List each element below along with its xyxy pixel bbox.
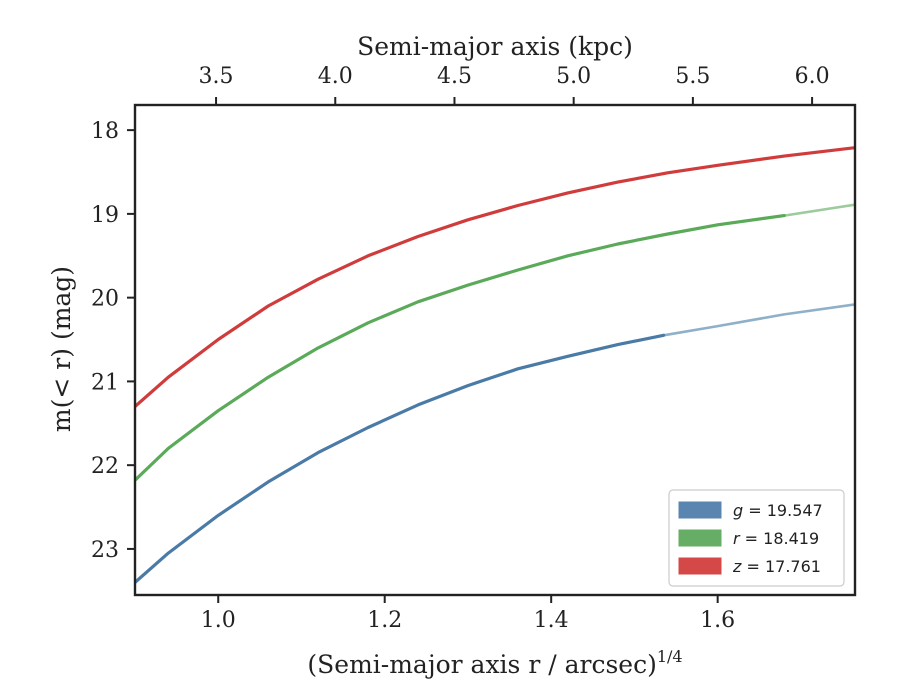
series-lines [135, 146, 855, 585]
x-tick-label: 1.6 [700, 608, 735, 633]
bottom-x-axis: 1.0 1.2 1.4 1.6 [201, 595, 735, 633]
series-faded-line-r [784, 203, 855, 217]
y-tick-label: 18 [91, 119, 119, 144]
legend-label-variable: r [733, 529, 745, 548]
x-tick-label: 1.0 [201, 608, 236, 633]
legend-swatch [678, 501, 722, 519]
top-x-tick-label: 4.5 [437, 64, 472, 89]
plot-area [133, 103, 857, 597]
y-tick-label: 19 [91, 203, 119, 228]
top-x-tick-label: 6.0 [795, 64, 830, 89]
x-tick-label: 1.4 [534, 608, 569, 633]
top-x-tick-label: 5.5 [675, 64, 710, 89]
legend-swatch [678, 557, 722, 575]
series-line-z [135, 146, 855, 409]
y-tick-label: 22 [91, 454, 119, 479]
bottom-x-axis-title-exponent: 1/4 [657, 647, 683, 666]
legend-label-value: = 18.419 [745, 529, 819, 548]
bottom-x-axis-title-main: (Semi-major axis r / arcsec) [307, 650, 656, 679]
legend-label-variable: z [732, 557, 746, 576]
legend-label: r = 18.419 [733, 529, 819, 548]
legend-label-variable: g [733, 501, 748, 520]
legend-label-value: = 17.761 [746, 557, 820, 576]
series-line-r [135, 214, 786, 482]
series-faded-line-g [663, 303, 855, 337]
legend-label: z = 17.761 [732, 557, 821, 576]
top-x-tick-label: 5.0 [556, 64, 591, 89]
legend-swatch [678, 529, 722, 547]
x-tick-label: 1.2 [367, 608, 402, 633]
top-x-tick-label: 3.5 [199, 64, 234, 89]
plot-frame [133, 103, 857, 597]
y-tick-label: 21 [91, 370, 119, 395]
top-x-axis-title: Semi-major axis (kpc) [357, 32, 633, 61]
legend-label: g = 19.547 [733, 501, 823, 520]
series-line-g [135, 333, 666, 585]
y-axis: 18 19 20 21 22 23 [91, 119, 135, 563]
legend-label-value: = 19.547 [748, 501, 822, 520]
top-x-axis: 3.5 4.0 4.5 5.0 5.5 6.0 [199, 64, 830, 105]
y-tick-label: 20 [91, 287, 119, 312]
y-axis-title: m(< r) (mag) [47, 266, 76, 432]
bottom-x-axis-title: (Semi-major axis r / arcsec)1/4 [307, 647, 682, 679]
top-x-tick-label: 4.0 [318, 64, 353, 89]
y-tick-label: 23 [91, 538, 119, 563]
